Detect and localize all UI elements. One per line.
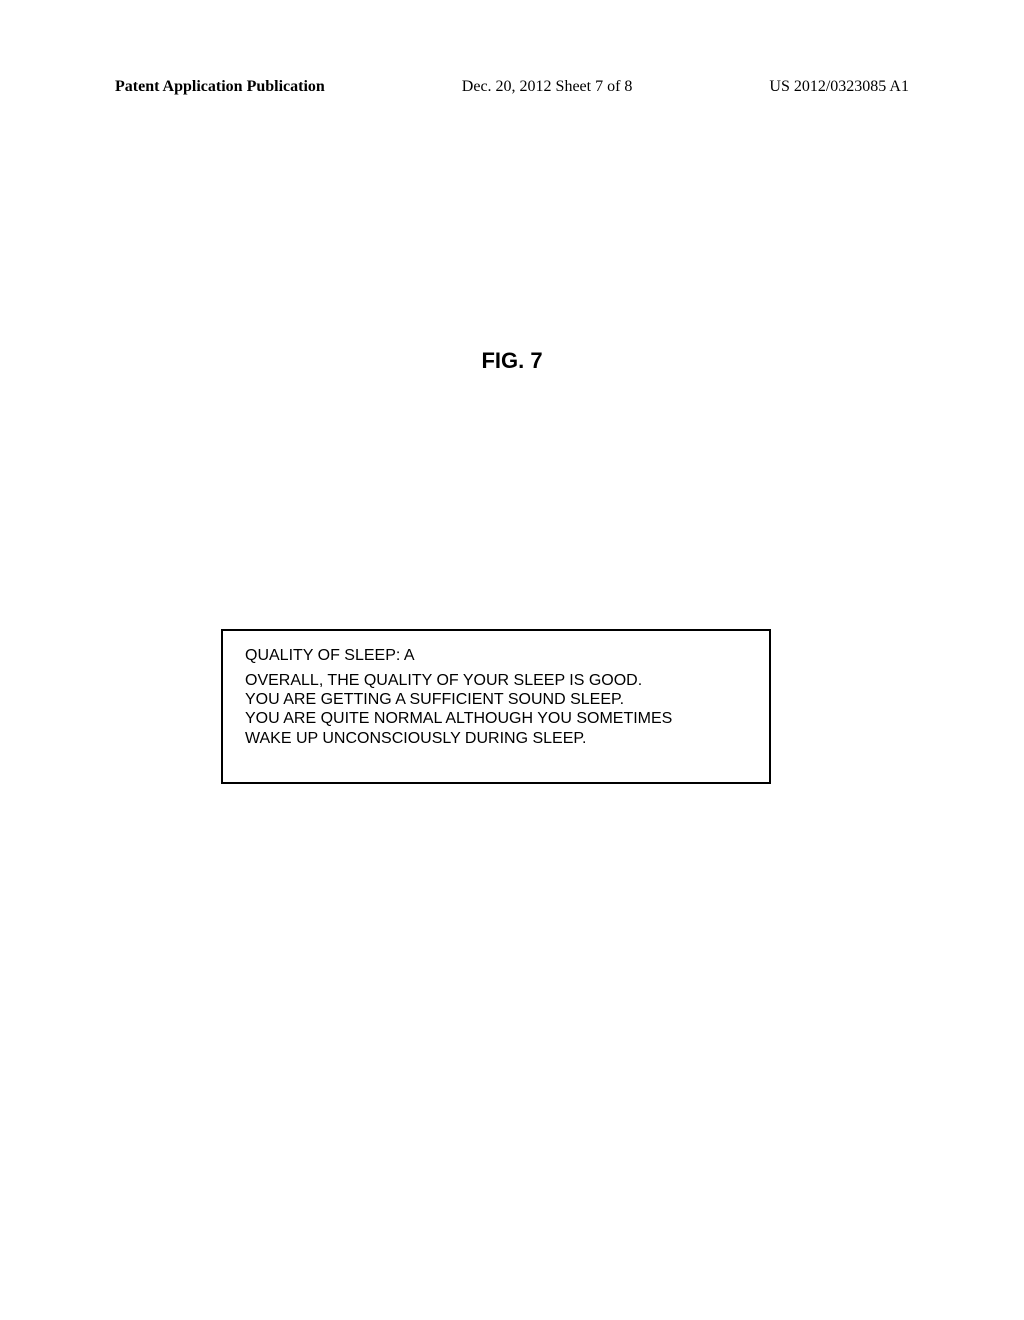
header-publication-type: Patent Application Publication xyxy=(115,78,325,96)
sleep-quality-box: QUALITY OF SLEEP: A OVERALL, THE QUALITY… xyxy=(221,629,771,784)
figure-label: FIG. 7 xyxy=(481,348,542,374)
box-body: OVERALL, THE QUALITY OF YOUR SLEEP IS GO… xyxy=(245,671,747,748)
header-date-sheet: Dec. 20, 2012 Sheet 7 of 8 xyxy=(462,78,633,96)
box-title: QUALITY OF SLEEP: A xyxy=(245,647,747,665)
page-header: Patent Application Publication Dec. 20, … xyxy=(115,78,909,96)
header-publication-number: US 2012/0323085 A1 xyxy=(769,78,909,96)
